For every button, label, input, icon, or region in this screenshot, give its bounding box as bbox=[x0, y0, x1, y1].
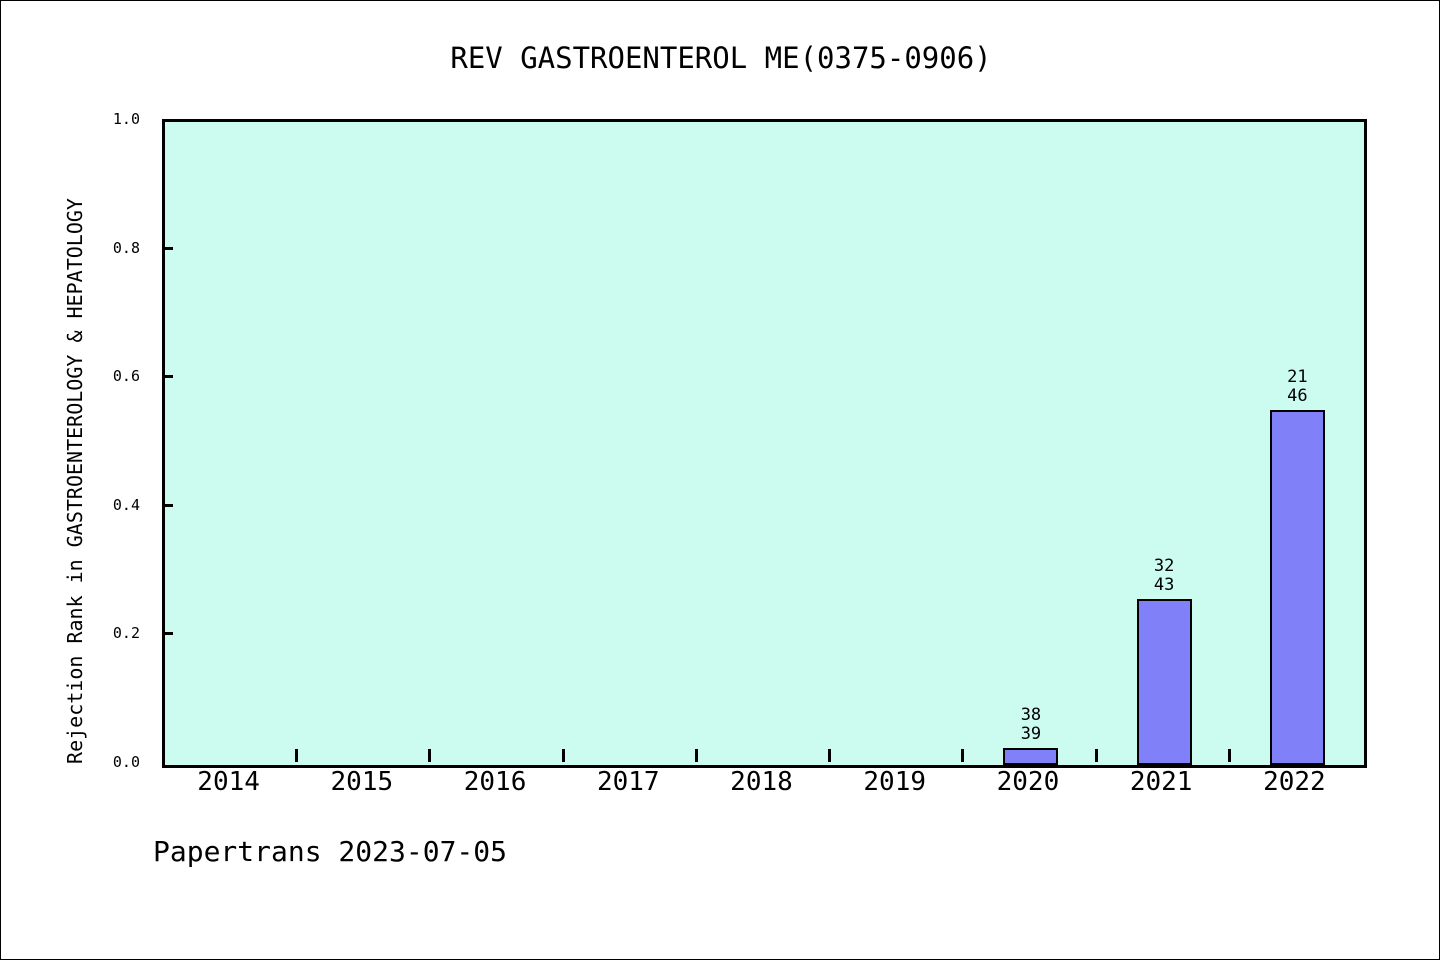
x-axis-tick-mark bbox=[694, 749, 698, 762]
x-axis-tick-mark bbox=[1094, 749, 1098, 762]
x-axis-tick-label: 2021 bbox=[1129, 767, 1193, 797]
bar-value-label-line: 38 bbox=[1020, 705, 1042, 726]
footer-note: Papertrans 2023-07-05 bbox=[153, 835, 508, 868]
y-axis-title: Rejection Rank in GASTROENTEROLOGY & HEP… bbox=[63, 198, 87, 764]
y-axis-tick-label: 1.0 bbox=[112, 110, 140, 128]
y-axis-tick-label: 0.4 bbox=[112, 495, 140, 514]
x-axis-tick-mark bbox=[428, 749, 432, 762]
x-axis-tick-label: 2018 bbox=[730, 767, 793, 797]
bar-value-label-line: 21 bbox=[1287, 367, 1308, 388]
bar-value-label-line: 43 bbox=[1153, 575, 1175, 596]
plot-inner: 38 39 32 43 21 46 bbox=[165, 122, 1364, 765]
y-axis-tick-label: 0.8 bbox=[112, 238, 140, 257]
bar-value-label-line: 39 bbox=[1020, 724, 1042, 745]
bar-value-label: 38 39 bbox=[964, 706, 1097, 744]
bar bbox=[1003, 748, 1059, 765]
x-axis-tick-mark bbox=[828, 749, 832, 762]
y-axis-tick-mark bbox=[162, 503, 173, 507]
x-axis-tick-label: 2014 bbox=[197, 767, 260, 797]
bar-value-label: 32 43 bbox=[1098, 557, 1231, 595]
y-axis-tick-mark bbox=[162, 375, 173, 379]
x-axis-tick-mark bbox=[961, 749, 965, 762]
y-axis-tick-label: 0.0 bbox=[112, 753, 140, 771]
plot-area: 38 39 32 43 21 46 bbox=[162, 119, 1367, 768]
x-axis-tick-label: 2019 bbox=[863, 767, 927, 797]
y-axis-tick-mark bbox=[162, 632, 173, 636]
bar-value-label-line: 46 bbox=[1287, 386, 1308, 407]
bar-value-label-line: 32 bbox=[1153, 556, 1175, 577]
x-axis-tick-label: 2022 bbox=[1263, 767, 1326, 797]
x-axis-tick-label: 2020 bbox=[996, 767, 1060, 797]
bar-value-label: 21 46 bbox=[1231, 368, 1364, 406]
x-axis-tick-mark bbox=[295, 749, 299, 762]
x-axis-tick-mark bbox=[561, 749, 565, 762]
x-axis-tick-label: 2016 bbox=[463, 767, 527, 797]
y-axis-tick-label: 0.2 bbox=[112, 624, 140, 643]
bar bbox=[1269, 410, 1325, 765]
bar bbox=[1136, 599, 1192, 765]
y-axis-tick-mark bbox=[162, 246, 173, 250]
x-axis-tick-label: 2017 bbox=[596, 767, 660, 797]
x-axis-tick-label: 2015 bbox=[330, 767, 394, 797]
y-axis-tick-label: 0.6 bbox=[112, 367, 140, 386]
x-axis-tick-mark bbox=[1227, 749, 1231, 762]
chart-title: REV GASTROENTEROL ME(0375-0906) bbox=[450, 41, 992, 75]
